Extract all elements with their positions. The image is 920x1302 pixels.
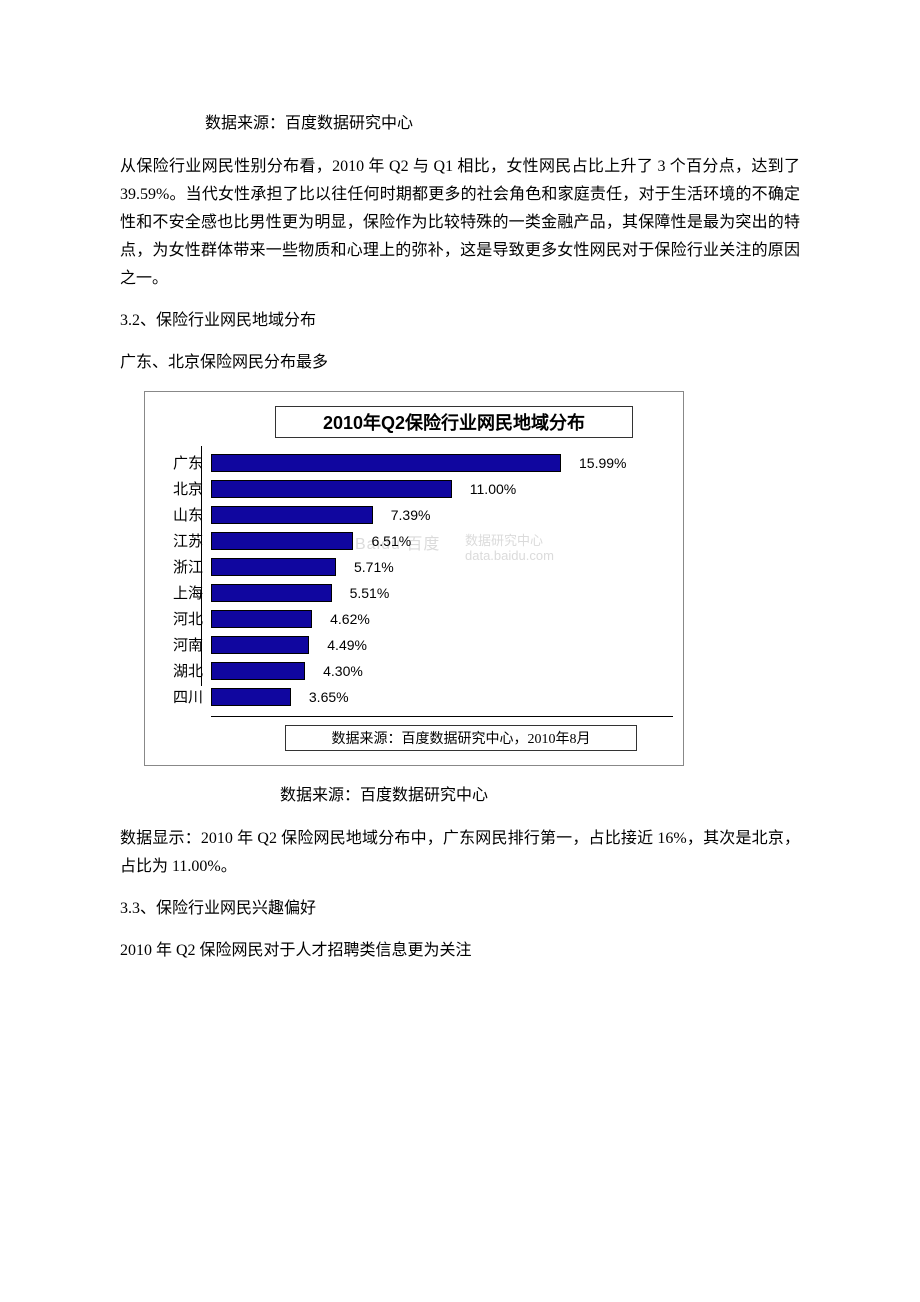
section-3-2-heading: 3.2、保险行业网民地域分布 [120,307,800,335]
chart-category-label: 山东 [155,504,211,525]
chart-value-label: 4.49% [327,637,367,653]
chart-x-axis [211,716,673,717]
chart-bar-track: 11.00% [211,476,673,502]
chart-bar [211,454,561,472]
chart-bar-track: 5.51% [211,580,673,606]
chart-source-caption: 数据来源：百度数据研究中心 [120,782,800,811]
chart-category-label: 河南 [155,634,211,655]
chart-bar [211,532,353,550]
chart-bar-track: 4.49% [211,632,673,658]
chart-category-label: 江苏 [155,530,211,551]
chart-bar-row: 广东 15.99% [155,450,673,476]
chart-bar-track: 4.62% [211,606,673,632]
region-chart: 2010年Q2保险行业网民地域分布 Baidu 百度 数据研究中心 data.b… [144,391,684,766]
chart-bar-row: 四川 3.65% [155,684,673,710]
chart-bar-row: 湖北 4.30% [155,658,673,684]
chart-bar-row: 浙江 5.71% [155,554,673,580]
paragraph-gender: 从保险行业网民性别分布看，2010 年 Q2 与 Q1 相比，女性网民占比上升了… [120,153,800,293]
chart-category-label: 湖北 [155,660,211,681]
chart-bar [211,558,336,576]
chart-value-label: 6.51% [371,533,411,549]
top-source-caption: 数据来源：百度数据研究中心 [120,110,800,139]
section-3-2-subtitle: 广东、北京保险网民分布最多 [120,349,800,377]
paragraph-region: 数据显示：2010 年 Q2 保险网民地域分布中，广东网民排行第一，占比接近 1… [120,825,800,881]
chart-plot-area: Baidu 百度 数据研究中心 data.baidu.com 广东15.99%北… [145,444,683,712]
chart-value-label: 11.00% [470,481,516,497]
chart-value-label: 7.39% [391,507,431,523]
chart-category-label: 北京 [155,478,211,499]
chart-bar [211,636,309,654]
section-3-3-subtitle: 2010 年 Q2 保险网民对于人才招聘类信息更为关注 [120,937,800,965]
chart-value-label: 4.30% [323,663,363,679]
chart-bar-row: 河北 4.62% [155,606,673,632]
section-3-3-heading: 3.3、保险行业网民兴趣偏好 [120,895,800,923]
chart-bar-track: 5.71% [211,554,673,580]
chart-bar-track: 6.51% [211,528,673,554]
chart-bar-track: 7.39% [211,502,673,528]
chart-bar [211,480,452,498]
chart-bar-track: 4.30% [211,658,673,684]
chart-footer: 数据来源：百度数据研究中心，2010年8月 [285,725,637,751]
chart-bar-row: 上海 5.51% [155,580,673,606]
chart-bar-row: 江苏 6.51% [155,528,673,554]
chart-bar-row: 山东 7.39% [155,502,673,528]
chart-category-label: 浙江 [155,556,211,577]
chart-category-label: 上海 [155,582,211,603]
chart-bar [211,610,312,628]
chart-value-label: 5.71% [354,559,394,575]
chart-value-label: 4.62% [330,611,370,627]
chart-value-label: 15.99% [579,455,626,471]
document-page: 数据来源：百度数据研究中心 从保险行业网民性别分布看，2010 年 Q2 与 Q… [0,0,920,1059]
chart-category-label: 四川 [155,686,211,707]
chart-bar [211,688,291,706]
chart-title: 2010年Q2保险行业网民地域分布 [275,406,633,438]
chart-bar-row: 河南 4.49% [155,632,673,658]
chart-bar-track: 3.65% [211,684,673,710]
chart-bar [211,506,373,524]
chart-bar-row: 北京 11.00% [155,476,673,502]
chart-bar-track: 15.99% [211,450,673,476]
chart-category-label: 河北 [155,608,211,629]
chart-category-label: 广东 [155,452,211,473]
chart-value-label: 5.51% [350,585,390,601]
chart-bar [211,584,332,602]
chart-bar [211,662,305,680]
chart-value-label: 3.65% [309,689,349,705]
